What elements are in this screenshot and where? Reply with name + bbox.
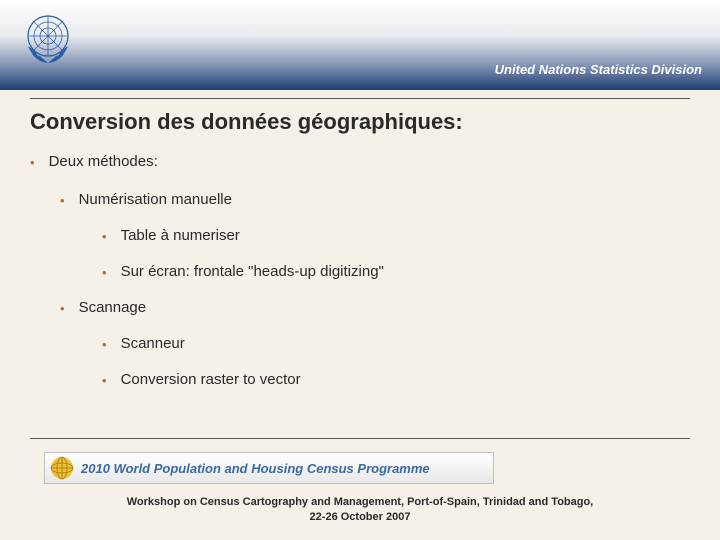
bullet-level3: • Sur écran: frontale "heads-up digitizi… (102, 263, 690, 283)
bullet-icon: • (102, 263, 107, 283)
slide-title: Conversion des données géographiques: (30, 109, 690, 135)
bullet-text: Sur écran: frontale "heads-up digitizing… (121, 263, 384, 283)
bullet-level3: • Conversion raster to vector (102, 371, 690, 391)
bullet-text: Table à numeriser (121, 227, 240, 247)
bullet-level2: • Numérisation manuelle (60, 191, 690, 211)
bullet-icon: • (102, 227, 107, 247)
census-banner-text: 2010 World Population and Housing Census… (81, 461, 430, 476)
bullet-level2: • Scannage (60, 299, 690, 319)
bullet-icon: • (30, 153, 35, 173)
bullet-icon: • (60, 299, 65, 319)
bullet-text: Numérisation manuelle (79, 191, 232, 211)
bullet-text: Conversion raster to vector (121, 371, 301, 391)
divider-top (30, 98, 690, 99)
bullet-level3: • Scanneur (102, 335, 690, 355)
footer-text: Workshop on Census Cartography and Manag… (0, 495, 720, 524)
header-org-title: United Nations Statistics Division (495, 62, 702, 77)
bullet-text: Scanneur (121, 335, 185, 355)
bullet-text: Scannage (79, 299, 147, 319)
header-bar: United Nations Statistics Division (0, 0, 720, 90)
slide-content: • Deux méthodes: • Numérisation manuelle… (30, 153, 690, 391)
globe-icon (49, 455, 75, 481)
bullet-icon: • (102, 371, 107, 391)
census-banner: 2010 World Population and Housing Census… (44, 452, 494, 484)
divider-bottom (30, 438, 690, 439)
footer-line2: 22-26 October 2007 (0, 510, 720, 524)
bullet-icon: • (60, 191, 65, 211)
footer-line1: Workshop on Census Cartography and Manag… (0, 495, 720, 509)
bullet-level1: • Deux méthodes: (30, 153, 690, 173)
bullet-icon: • (102, 335, 107, 355)
un-logo (18, 6, 78, 66)
bullet-text: Deux méthodes: (49, 153, 158, 173)
bullet-level3: • Table à numeriser (102, 227, 690, 247)
